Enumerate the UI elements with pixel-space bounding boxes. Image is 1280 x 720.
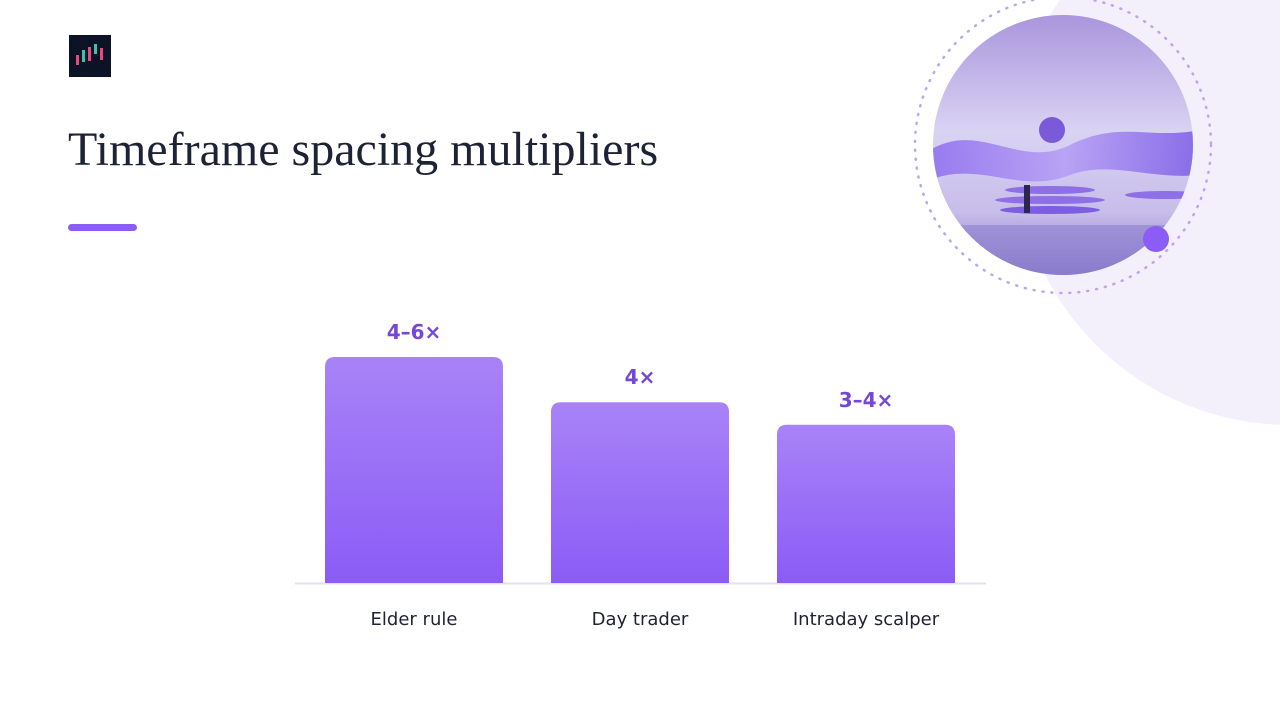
slide-title: Timeframe spacing multipliers [68, 123, 658, 176]
logo [69, 35, 111, 77]
category-label: Day trader [592, 609, 689, 630]
category-label: Intraday scalper [793, 609, 940, 630]
value-label: 3–4× [839, 388, 894, 412]
title-accent [68, 224, 137, 231]
value-label: 4–6× [387, 320, 442, 344]
category-label: Elder rule [371, 609, 458, 630]
bar [777, 424, 955, 583]
dotted-ring [913, 0, 1213, 295]
plot: 4–6× Elder rule 4× Day trader 3–4× Intraday s… [325, 320, 955, 630]
bar [551, 402, 729, 583]
value-label: 4× [625, 365, 656, 389]
accent-dot [1143, 226, 1169, 252]
bar [325, 357, 503, 583]
